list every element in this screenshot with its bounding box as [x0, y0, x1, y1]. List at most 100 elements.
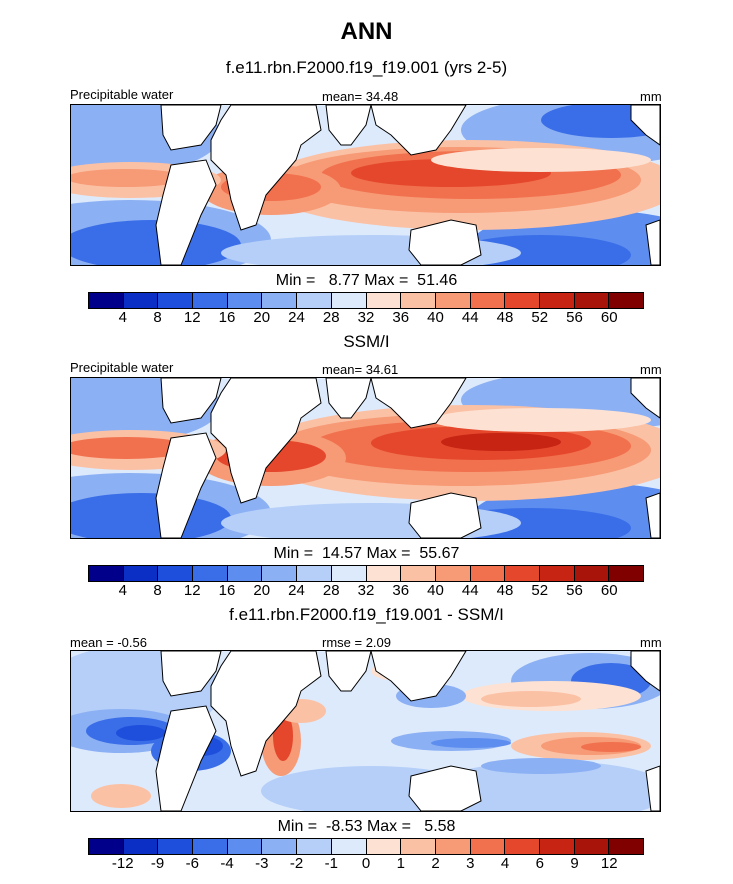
colorbar-tick-label: 12	[183, 309, 201, 326]
colorbar-swatch	[609, 839, 643, 854]
colorbar-tick-label: 0	[361, 855, 371, 872]
panel1-colorbar-ticks: 4 8 12 16 20 24 28 32 36 40 44 48 52 56 60	[88, 309, 644, 329]
colorbar-tick-label: 28	[322, 309, 340, 326]
colorbar-swatch	[193, 293, 228, 308]
colorbar-swatch	[539, 839, 575, 854]
colorbar-swatch	[262, 839, 298, 854]
colorbar-swatch	[193, 566, 228, 581]
colorbar-tick-label: 4	[118, 582, 127, 599]
colorbar-tick-label: 12	[183, 582, 201, 599]
colorbar-swatch	[331, 566, 367, 581]
colorbar-swatch	[89, 566, 124, 581]
colorbar-tick-label: 4	[500, 855, 510, 872]
panel3-subtitle: f.e11.rbn.F2000.f19_f19.001 - SSM/I	[229, 605, 504, 624]
panel1-minmax: Min = 8.77 Max = 51.46	[275, 272, 458, 289]
colorbar-tick-label: 20	[253, 309, 271, 326]
colorbar-tick-label: 24	[288, 582, 305, 599]
colorbar-tick-label: 6	[535, 855, 544, 872]
colorbar-tick-label: -1	[324, 855, 338, 872]
colorbar-tick-label: -12	[111, 855, 134, 872]
colorbar-tick-label: 56	[566, 582, 583, 599]
colorbar-swatch	[297, 293, 332, 308]
colorbar-tick-label: -9	[150, 855, 165, 872]
panel3-units-label: mm	[640, 635, 662, 650]
figure-title: ANN	[340, 18, 393, 45]
colorbar-swatch	[401, 839, 436, 854]
panel1-colorbar	[88, 292, 644, 309]
colorbar-swatch	[366, 839, 402, 854]
colorbar-tick-label: 16	[218, 309, 236, 326]
colorbar-tick-label: 20	[253, 582, 271, 599]
colorbar-tick-label: 56	[566, 309, 583, 326]
colorbar-swatch	[505, 293, 540, 308]
colorbar-tick-label: 24	[288, 309, 305, 326]
colorbar-swatch	[505, 566, 540, 581]
colorbar-tick-label: 32	[357, 582, 375, 599]
colorbar-swatch	[574, 293, 610, 308]
colorbar-swatch	[123, 839, 159, 854]
colorbar-swatch	[435, 839, 471, 854]
panel2-left-label: Precipitable water	[70, 360, 174, 375]
colorbar-tick-label: 28	[322, 582, 340, 599]
colorbar-swatch	[401, 566, 436, 581]
panel1-left-label: Precipitable water	[70, 87, 174, 102]
panel2-colorbar	[88, 565, 644, 582]
panel2-minmax: Min = 14.57 Max = 55.67	[273, 545, 460, 562]
colorbar-tick-label: 36	[392, 309, 410, 326]
colorbar-swatch	[574, 566, 610, 581]
colorbar-swatch	[158, 839, 194, 854]
colorbar-swatch	[366, 293, 402, 308]
colorbar-tick-label: 2	[431, 855, 440, 872]
panel2-colorbar-ticks: 4 8 12 16 20 24 28 32 36 40 44 48 52 56 60	[88, 582, 644, 602]
colorbar-tick-label: 3	[466, 855, 475, 872]
colorbar-tick-label: 8	[153, 309, 162, 326]
colorbar-swatch	[227, 293, 263, 308]
colorbar-swatch	[227, 566, 263, 581]
colorbar-tick-label: 32	[357, 309, 375, 326]
panel1-map	[70, 104, 661, 266]
colorbar-swatch	[158, 293, 194, 308]
colorbar-tick-label: 40	[427, 582, 444, 599]
colorbar-tick-label: 44	[461, 582, 479, 599]
colorbar-swatch	[435, 293, 471, 308]
colorbar-swatch	[123, 293, 159, 308]
colorbar-tick-label: -4	[220, 855, 234, 872]
colorbar-tick-label: 12	[600, 855, 618, 872]
colorbar-swatch	[435, 566, 471, 581]
colorbar-swatch	[401, 293, 436, 308]
panel3-rmse-label: rmse = 2.09	[322, 635, 392, 650]
colorbar-tick-label: 48	[496, 582, 514, 599]
panel2-map	[70, 377, 661, 539]
colorbar-swatch	[89, 293, 124, 308]
colorbar-swatch	[539, 293, 575, 308]
colorbar-swatch	[158, 566, 194, 581]
colorbar-swatch	[262, 293, 298, 308]
panel2-mean-label: mean= 34.61	[322, 362, 399, 377]
colorbar-swatch	[262, 566, 298, 581]
colorbar-tick-label: 48	[496, 309, 514, 326]
colorbar-tick-label: 52	[531, 582, 549, 599]
colorbar-tick-label: 52	[531, 309, 549, 326]
panel2-units-label: mm	[640, 362, 662, 377]
panel3-colorbar	[88, 838, 644, 855]
colorbar-swatch	[331, 839, 367, 854]
panel3-minmax: Min = -8.53 Max = 5.58	[277, 818, 456, 835]
colorbar-swatch	[331, 293, 367, 308]
colorbar-swatch	[123, 566, 159, 581]
panel1-mean-label: mean= 34.48	[322, 89, 399, 104]
colorbar-tick-label: -3	[255, 855, 269, 872]
panel1-subtitle: f.e11.rbn.F2000.f19_f19.001 (yrs 2-5)	[225, 58, 508, 77]
colorbar-swatch	[297, 566, 332, 581]
panel3-mean-label: mean = -0.56	[70, 635, 147, 650]
colorbar-tick-label: 40	[427, 309, 444, 326]
colorbar-swatch	[227, 839, 263, 854]
panel1-units-label: mm	[640, 89, 662, 104]
colorbar-swatch	[505, 839, 540, 854]
colorbar-swatch	[89, 839, 124, 854]
colorbar-tick-label: 36	[392, 582, 410, 599]
colorbar-tick-label: 44	[461, 309, 479, 326]
colorbar-tick-label: 1	[396, 855, 405, 872]
colorbar-swatch	[609, 566, 643, 581]
colorbar-tick-label: 60	[600, 582, 618, 599]
colorbar-swatch	[470, 566, 506, 581]
